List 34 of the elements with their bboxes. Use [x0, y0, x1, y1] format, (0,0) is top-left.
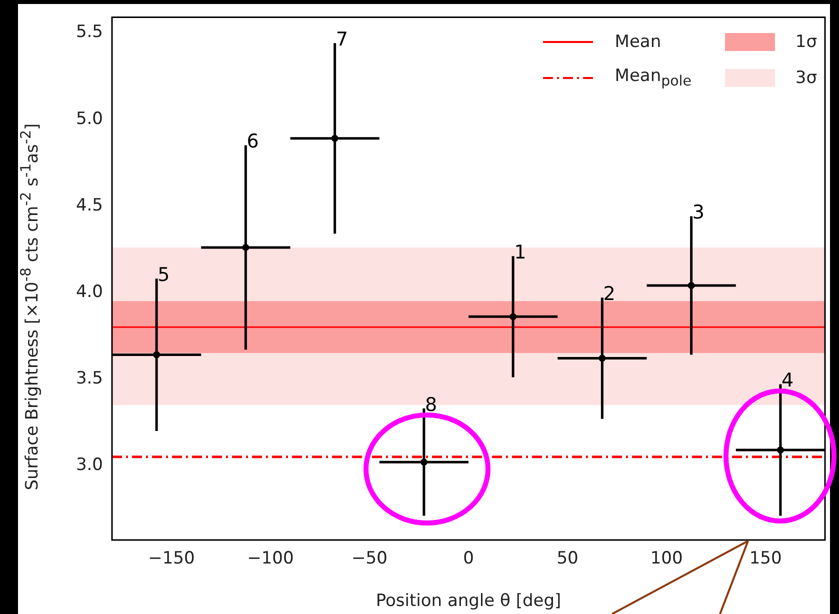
annotation: 1 [514, 242, 526, 264]
y-tick-label: 4.5 [76, 195, 103, 216]
point [153, 351, 160, 358]
x-tick-label: 150 [749, 548, 782, 569]
point [242, 244, 250, 251]
x-tick-label: 50 [556, 548, 578, 569]
legend-label: 1σ [795, 32, 817, 52]
x-tick-label: 100 [650, 548, 683, 569]
legend-label: 3σ [795, 68, 817, 88]
annotation: 2 [603, 283, 616, 306]
point [688, 282, 695, 290]
point [331, 134, 338, 142]
point [420, 458, 428, 466]
x-tick-label: −50 [352, 548, 388, 569]
x-tick-label: −150 [148, 548, 195, 569]
annotation: 4 [781, 370, 794, 392]
legend-label: Mean$_{pole}$ [614, 66, 692, 90]
y-tick-label: 5.5 [76, 22, 103, 42]
y-tick-label: 5.0 [76, 108, 103, 129]
annotation: 5 [158, 264, 170, 286]
annotation: 8 [424, 394, 438, 416]
x-tick-label: −100 [247, 548, 294, 569]
annotation: 3 [692, 202, 704, 224]
point [776, 446, 784, 454]
point [510, 313, 517, 320]
point [598, 354, 606, 362]
x-axis-title: Position angle θ [deg] [376, 591, 562, 612]
annotation: 6 [246, 130, 259, 153]
y-tick-label: 4.0 [76, 282, 103, 302]
annotation: 7 [336, 28, 348, 51]
y-tick-label: 3.0 [76, 454, 103, 475]
x-tick-label: 0 [463, 548, 474, 569]
legend-label: Mean [614, 32, 662, 52]
y-tick-label: 3.5 [76, 368, 103, 388]
